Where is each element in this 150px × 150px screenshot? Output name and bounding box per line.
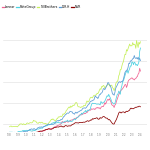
D.R.H	[57, 120, 59, 122]
D.R.H	[27, 130, 29, 131]
NVR	[78, 122, 79, 124]
PulteGroup	[28, 129, 30, 131]
Lennar	[140, 70, 141, 72]
PulteGroup	[78, 115, 80, 117]
PulteGroup	[126, 70, 128, 71]
TollBrothers	[78, 106, 80, 108]
PulteGroup	[72, 119, 74, 121]
NVR	[140, 106, 141, 108]
Line: D.R.H: D.R.H	[10, 56, 140, 134]
Lennar	[58, 124, 60, 126]
D.R.H	[140, 60, 141, 61]
NVR	[126, 110, 127, 112]
TollBrothers	[73, 105, 75, 106]
PulteGroup	[58, 122, 60, 124]
NVR	[57, 126, 59, 128]
D.R.H	[133, 55, 135, 56]
D.R.H	[71, 111, 73, 113]
TollBrothers	[126, 50, 128, 52]
D.R.H	[9, 133, 11, 135]
Line: NVR: NVR	[10, 106, 140, 135]
PulteGroup	[140, 47, 141, 49]
Lennar	[28, 132, 30, 133]
Lennar	[72, 119, 74, 120]
NVR	[27, 132, 29, 134]
D.R.H	[126, 69, 127, 71]
PulteGroup	[16, 132, 17, 134]
TollBrothers	[58, 116, 60, 118]
Lennar	[139, 67, 141, 69]
Lennar	[9, 134, 11, 136]
D.R.H	[78, 111, 79, 113]
Line: Lennar: Lennar	[10, 68, 140, 135]
TollBrothers	[72, 104, 74, 106]
PulteGroup	[9, 131, 11, 133]
TollBrothers	[140, 41, 141, 43]
D.R.H	[72, 113, 74, 114]
Lennar	[12, 134, 14, 136]
Lennar	[78, 114, 80, 116]
Line: PulteGroup: PulteGroup	[10, 48, 140, 133]
NVR	[9, 134, 11, 136]
Lennar	[126, 84, 128, 86]
NVR	[71, 124, 73, 126]
TollBrothers	[16, 126, 18, 128]
Legend: Lennar, PulteGroup, TollBrothers, D.R.H, NVR: Lennar, PulteGroup, TollBrothers, D.R.H,…	[2, 5, 81, 9]
NVR	[139, 105, 141, 107]
TollBrothers	[136, 40, 138, 41]
TollBrothers	[9, 126, 11, 128]
PulteGroup	[73, 118, 75, 120]
TollBrothers	[28, 123, 30, 124]
NVR	[72, 123, 74, 125]
Lennar	[73, 118, 75, 120]
Line: TollBrothers: TollBrothers	[10, 40, 140, 127]
